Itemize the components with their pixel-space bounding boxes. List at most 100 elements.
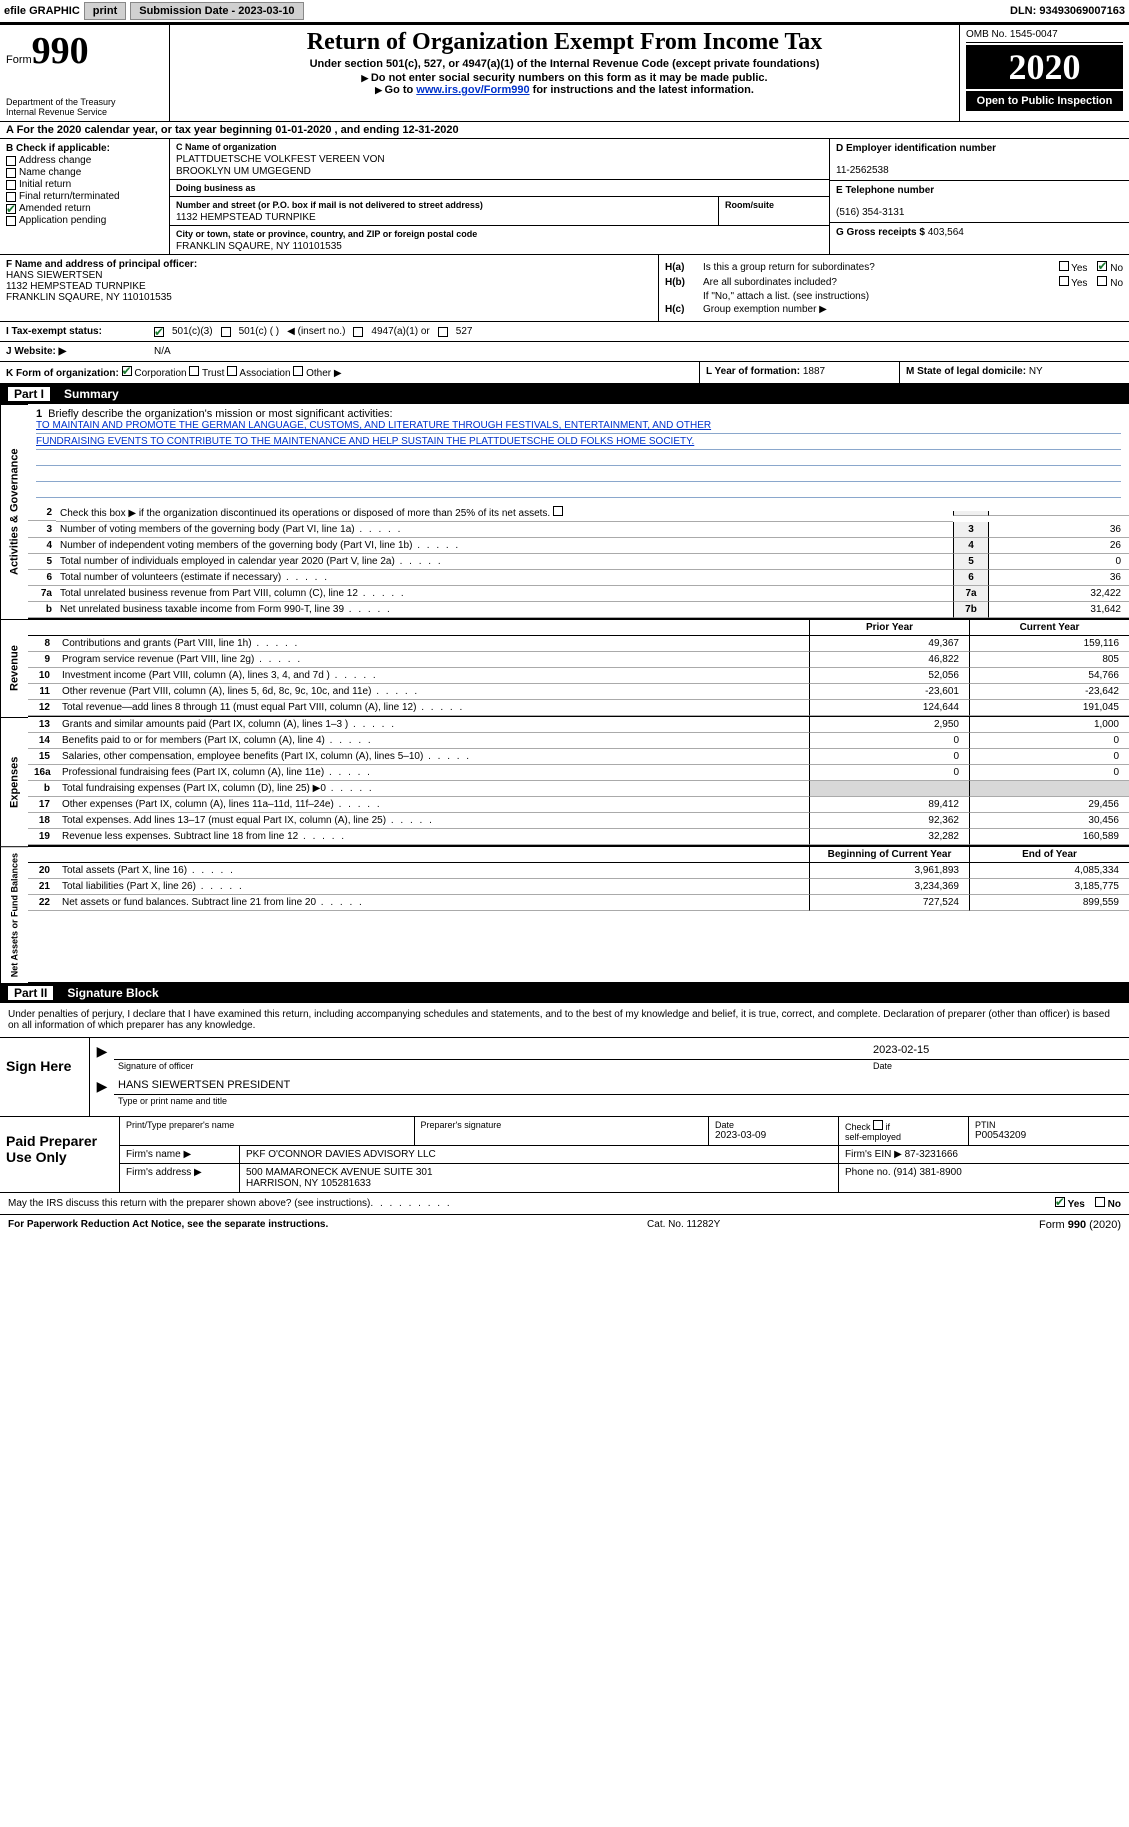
net-assets-body: Beginning of Current Year End of Year 20… <box>28 846 1129 983</box>
fin-row: 11 Other revenue (Part VIII, column (A),… <box>28 684 1129 700</box>
paid-preparer-label: Paid Preparer Use Only <box>0 1117 120 1192</box>
tax-year-line: A For the 2020 calendar year, or tax yea… <box>0 122 1129 139</box>
sign-here-block: Sign Here ▶ 2023-02-15 Signature of offi… <box>0 1038 1129 1117</box>
gov-row: 4 Number of independent voting members o… <box>28 538 1129 554</box>
gross-value: 403,564 <box>928 227 964 238</box>
checkbox-icon[interactable] <box>293 366 303 376</box>
vlabel-governance: Activities & Governance <box>0 404 28 619</box>
fin-row: 10 Investment income (Part VIII, column … <box>28 668 1129 684</box>
officer-addr1: 1132 HEMPSTEAD TURNPIKE <box>6 281 146 292</box>
checkbox-icon[interactable] <box>1095 1197 1105 1207</box>
vlabel-net-assets: Net Assets or Fund Balances <box>0 846 28 983</box>
chk-initial-return: Initial return <box>6 179 163 190</box>
checkbox-checked-icon[interactable] <box>1097 261 1107 271</box>
website-value: N/A <box>154 346 171 357</box>
checkbox-icon[interactable] <box>1059 276 1069 286</box>
open-to-public: Open to Public Inspection <box>966 91 1123 111</box>
boy-eoy-header: Beginning of Current Year End of Year <box>28 846 1129 863</box>
entity-block: B Check if applicable: Address change Na… <box>0 139 1129 255</box>
fin-row: 13 Grants and similar amounts paid (Part… <box>28 717 1129 733</box>
checkbox-icon[interactable] <box>6 216 16 226</box>
preparer-row-2: Firm's name ▶ PKF O'CONNOR DAVIES ADVISO… <box>120 1146 1129 1164</box>
tax-year: 2020 <box>966 45 1123 89</box>
dln: DLN: 93493069007163 <box>1010 5 1125 17</box>
efile-label: efile GRAPHIC <box>4 5 80 17</box>
hc-row: H(c)Group exemption number ▶ <box>665 304 1123 315</box>
header-left: Form990 Department of the Treasury Inter… <box>0 25 170 121</box>
part-1-header: Part I Summary <box>0 384 1129 404</box>
checkbox-icon[interactable] <box>873 1120 883 1130</box>
mission-text-2: FUNDRAISING EVENTS TO CONTRIBUTE TO THE … <box>36 436 1121 450</box>
entity-center: C Name of organization PLATTDUETSCHE VOL… <box>170 139 829 254</box>
officer-name: HANS SIEWERTSEN <box>6 270 103 281</box>
street-address: 1132 HEMPSTEAD TURNPIKE <box>176 212 316 223</box>
officer-name-field: HANS SIEWERTSEN PRESIDENT <box>114 1077 1129 1095</box>
checkbox-icon[interactable] <box>438 327 448 337</box>
fin-row: 15 Salaries, other compensation, employe… <box>28 749 1129 765</box>
revenue-body: Prior Year Current Year 8 Contributions … <box>28 619 1129 717</box>
gov-row: 3 Number of voting members of the govern… <box>28 522 1129 538</box>
irs-link[interactable]: www.irs.gov/Form990 <box>416 84 529 96</box>
checkbox-icon[interactable] <box>1059 261 1069 271</box>
gov-row: b Net unrelated business taxable income … <box>28 602 1129 618</box>
city-state-zip: FRANKLIN SQAURE, NY 110101535 <box>176 241 342 252</box>
address-row: Number and street (or P.O. box if mail i… <box>170 197 829 226</box>
checkbox-icon[interactable] <box>553 506 563 516</box>
fin-row: 19 Revenue less expenses. Subtract line … <box>28 829 1129 845</box>
checkbox-checked-icon[interactable] <box>122 366 132 376</box>
checkbox-icon[interactable] <box>227 366 237 376</box>
firm-phone: (914) 381-8900 <box>893 1167 961 1178</box>
gov-row: 6 Total number of volunteers (estimate i… <box>28 570 1129 586</box>
phone-value: (516) 354-3131 <box>836 207 904 218</box>
preparer-row-3: Firm's address ▶ 500 MAMARONECK AVENUE S… <box>120 1164 1129 1192</box>
year-formation: L Year of formation: 1887 <box>699 362 899 383</box>
check-if-applicable: B Check if applicable: Address change Na… <box>0 139 170 254</box>
signature-field[interactable] <box>114 1042 869 1060</box>
chk-application-pending: Application pending <box>6 215 163 226</box>
checkbox-icon[interactable] <box>6 180 16 190</box>
checkbox-icon[interactable] <box>189 366 199 376</box>
entity-right: D Employer identification number 11-2562… <box>829 139 1129 254</box>
footer: For Paperwork Reduction Act Notice, see … <box>0 1215 1129 1235</box>
form-header: Form990 Department of the Treasury Inter… <box>0 25 1129 122</box>
principal-officer: F Name and address of principal officer:… <box>0 255 659 321</box>
governance-body: 1Briefly describe the organization's mis… <box>28 404 1129 619</box>
dept-treasury: Department of the Treasury <box>6 97 163 107</box>
form-of-org: K Form of organization: Corporation Trus… <box>0 362 699 383</box>
checkbox-icon[interactable] <box>6 192 16 202</box>
checkbox-checked-icon[interactable] <box>1055 1197 1065 1207</box>
website-row: J Website: ▶ N/A <box>0 342 1129 362</box>
form-number: Form990 <box>6 29 163 73</box>
ha-row: H(a)Is this a group return for subordina… <box>665 261 1123 274</box>
state-domicile: M State of legal domicile: NY <box>899 362 1129 383</box>
org-name-block: C Name of organization PLATTDUETSCHE VOL… <box>170 139 829 180</box>
hb-row: H(b)Are all subordinates included? Yes N… <box>665 276 1123 289</box>
print-button[interactable]: print <box>84 2 126 20</box>
paperwork-notice: For Paperwork Reduction Act Notice, see … <box>8 1219 328 1231</box>
officer-block: F Name and address of principal officer:… <box>0 255 1129 322</box>
discuss-row: May the IRS discuss this return with the… <box>0 1193 1129 1215</box>
hb-note: If "No," attach a list. (see instruction… <box>665 291 1123 302</box>
sign-fields: ▶ 2023-02-15 Signature of officer Date ▶… <box>90 1038 1129 1116</box>
checkbox-icon[interactable] <box>6 156 16 166</box>
org-name-2: BROOKLYN UM UMGEGEND <box>176 166 311 177</box>
checkbox-icon[interactable] <box>221 327 231 337</box>
checkbox-icon[interactable] <box>6 168 16 178</box>
firm-ein: 87-3231666 <box>905 1149 958 1160</box>
summary-section: Activities & Governance 1Briefly describ… <box>0 404 1129 983</box>
gov-row: 7a Total unrelated business revenue from… <box>28 586 1129 602</box>
omb-number: OMB No. 1545-0047 <box>966 29 1123 43</box>
checkbox-icon[interactable] <box>1097 276 1107 286</box>
expenses-body: 13 Grants and similar amounts paid (Part… <box>28 717 1129 846</box>
checkbox-icon[interactable] <box>353 327 363 337</box>
checkbox-checked-icon[interactable] <box>154 327 164 337</box>
gov-row: 2 Check this box ▶ if the organization d… <box>28 504 1129 522</box>
checkbox-checked-icon[interactable] <box>6 204 16 214</box>
city-block: City or town, state or province, country… <box>170 226 829 254</box>
sign-date-field: 2023-02-15 <box>869 1042 1129 1060</box>
chk-address-change: Address change <box>6 155 163 166</box>
group-return-block: H(a)Is this a group return for subordina… <box>659 255 1129 321</box>
topbar: efile GRAPHIC print Submission Date - 20… <box>0 0 1129 22</box>
arrow-icon: ▶ <box>90 1078 114 1095</box>
submission-date-button[interactable]: Submission Date - 2023-03-10 <box>130 2 303 20</box>
